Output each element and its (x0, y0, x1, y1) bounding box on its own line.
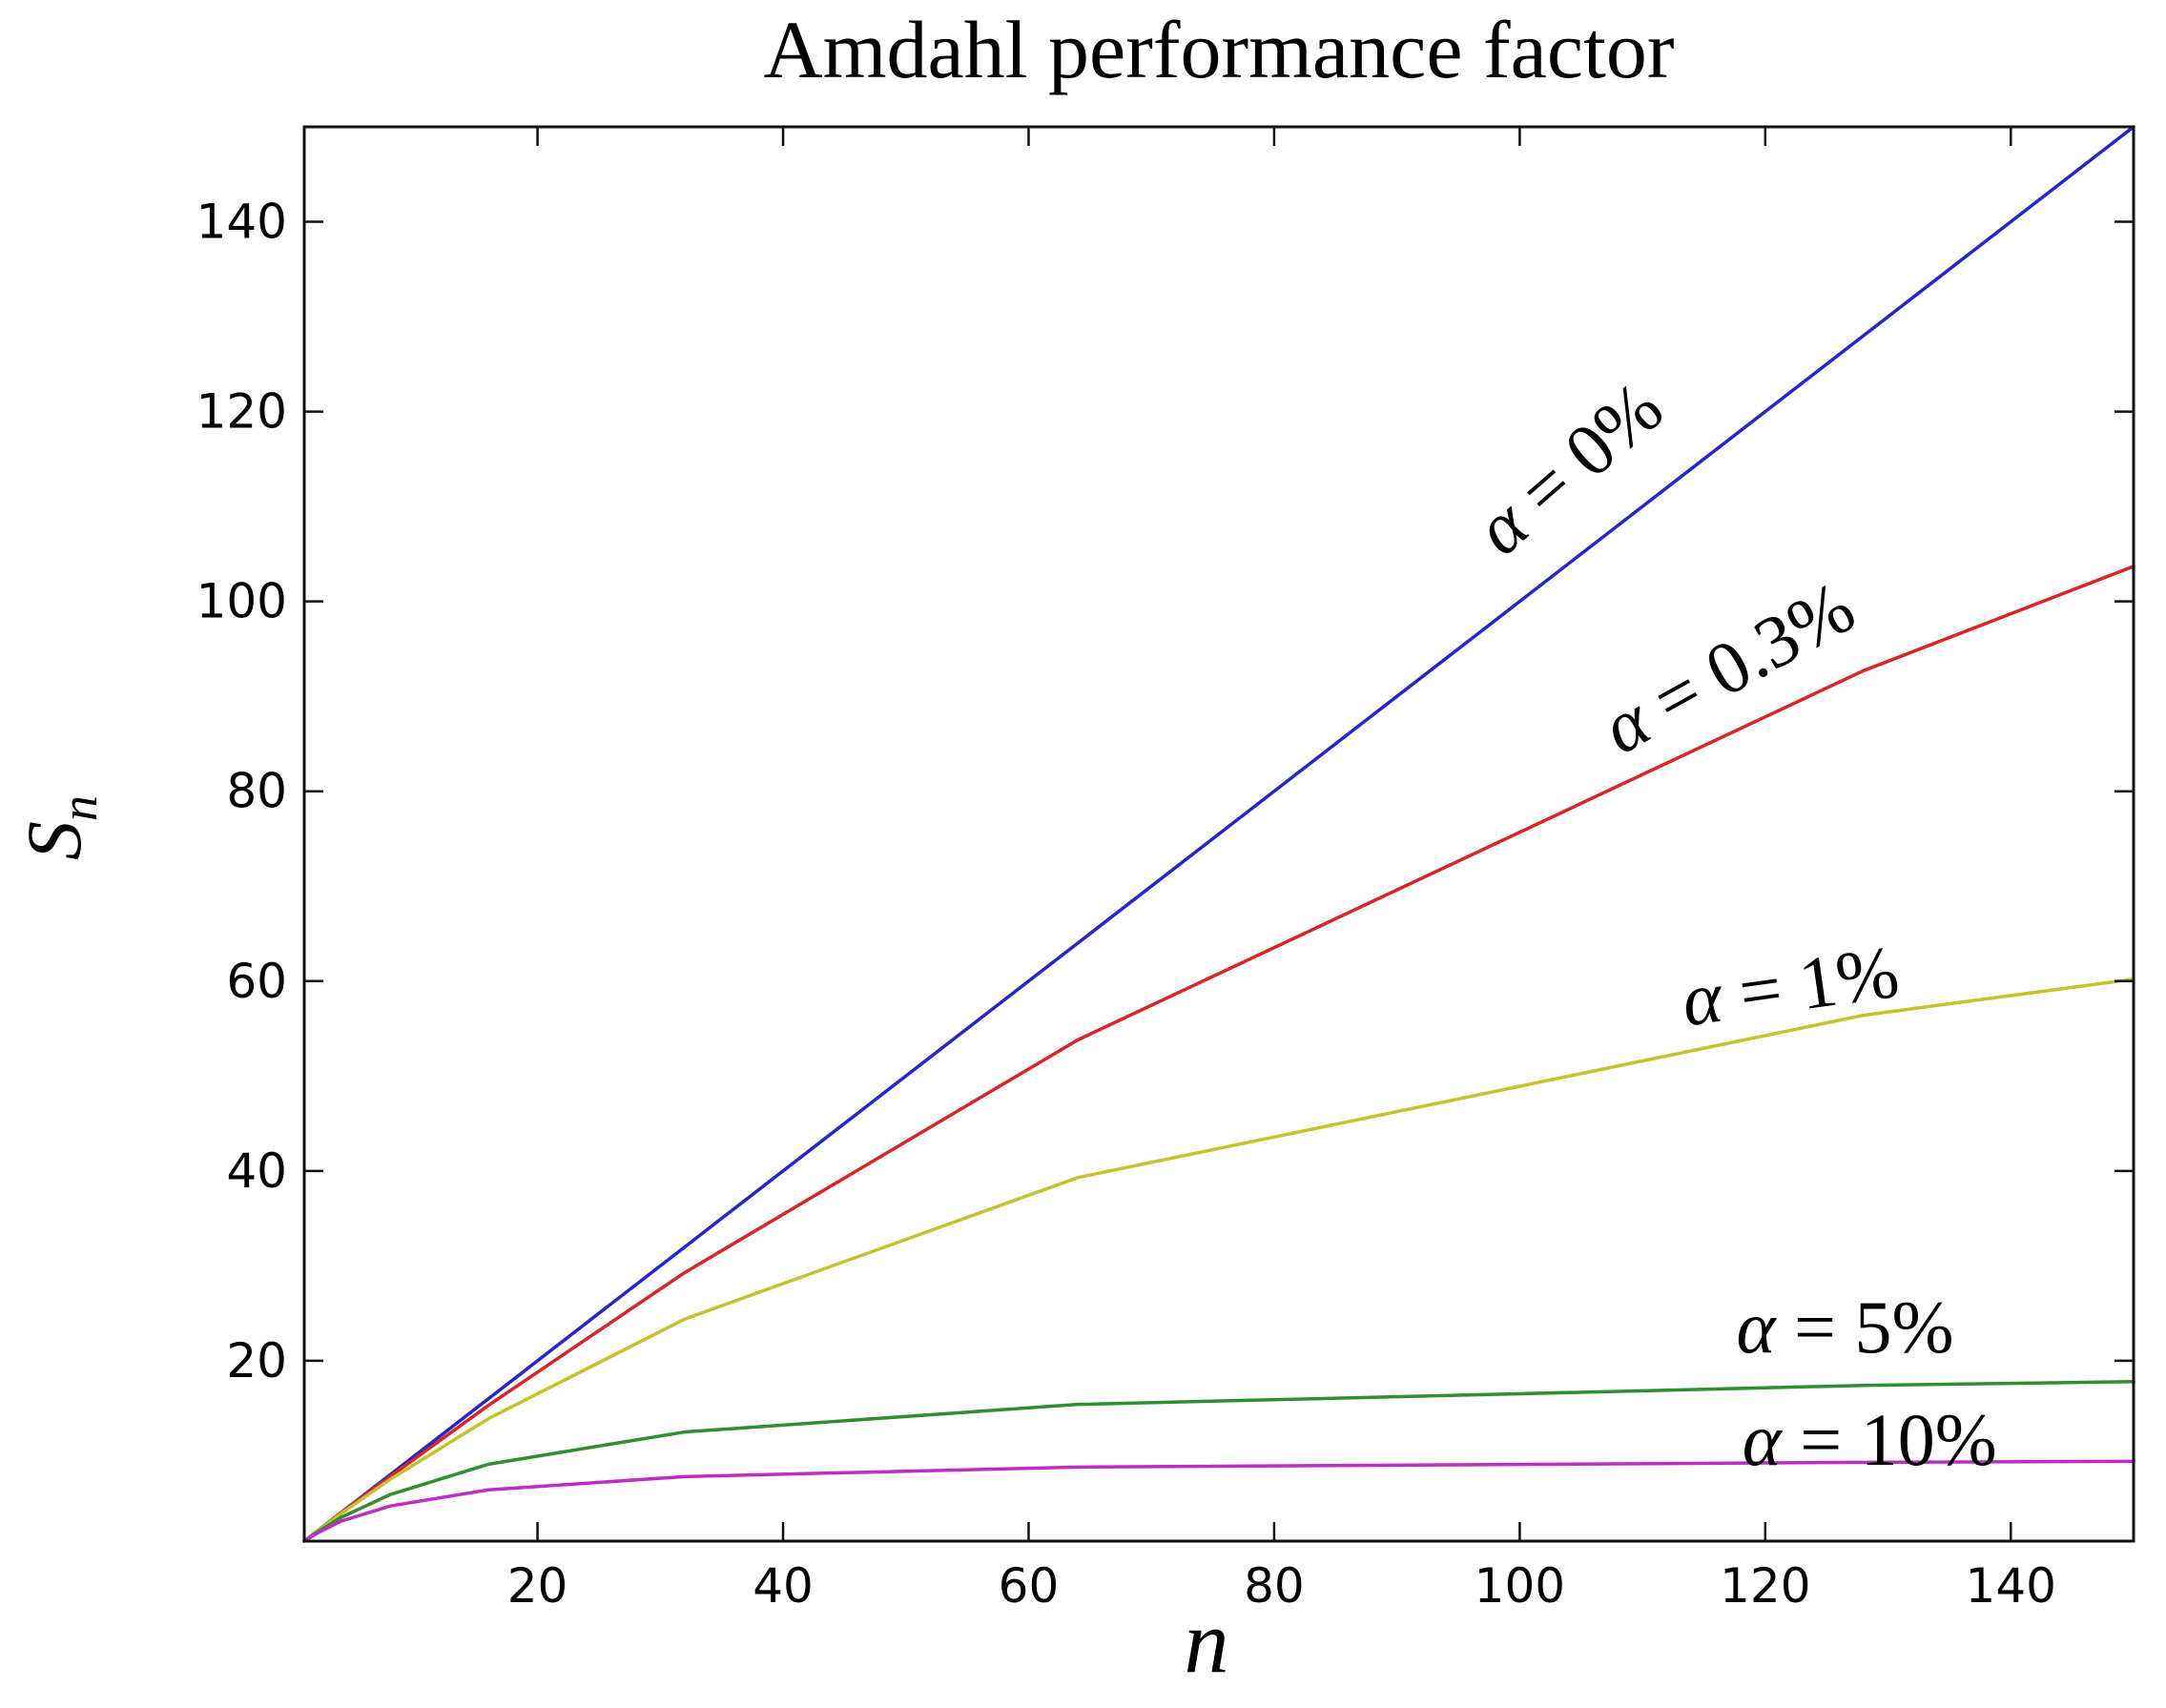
series-line-alpha-5pct (302, 1380, 2135, 1543)
axes-frame (302, 125, 2135, 1543)
annotation-value: = 10% (1781, 1397, 1997, 1481)
series-annotation-4: α = 10% (1743, 1397, 1997, 1483)
y-tick-label: 60 (226, 954, 287, 1009)
x-tick-label: 40 (753, 1558, 814, 1614)
y-tick-label: 80 (226, 764, 287, 819)
y-tick-label: 100 (196, 574, 287, 629)
annotation-value: = 5% (1775, 1286, 1954, 1369)
x-tick-label: 80 (1244, 1558, 1305, 1614)
y-tick-label: 120 (196, 384, 287, 440)
x-axis-label: n (1184, 1593, 1229, 1692)
chart-title: Amdahl performance factor (763, 4, 1675, 95)
y-tick-label: 140 (196, 195, 287, 250)
y-tick-label: 40 (226, 1143, 287, 1199)
x-tick-label: 140 (1966, 1558, 2056, 1614)
series-line-alpha-0-3pct (302, 565, 2135, 1543)
alpha-glyph: α (1736, 1286, 1776, 1369)
alpha-glyph: α (1742, 1397, 1782, 1481)
x-tick-label: 100 (1475, 1558, 1565, 1614)
x-tick-label: 20 (507, 1558, 568, 1614)
x-tick-label: 60 (999, 1558, 1060, 1614)
y-tick-label: 20 (226, 1333, 287, 1389)
series-line-alpha-10pct (302, 1459, 2135, 1543)
series-annotation-3: α = 5% (1737, 1285, 1954, 1370)
x-tick-label: 120 (1720, 1558, 1810, 1614)
